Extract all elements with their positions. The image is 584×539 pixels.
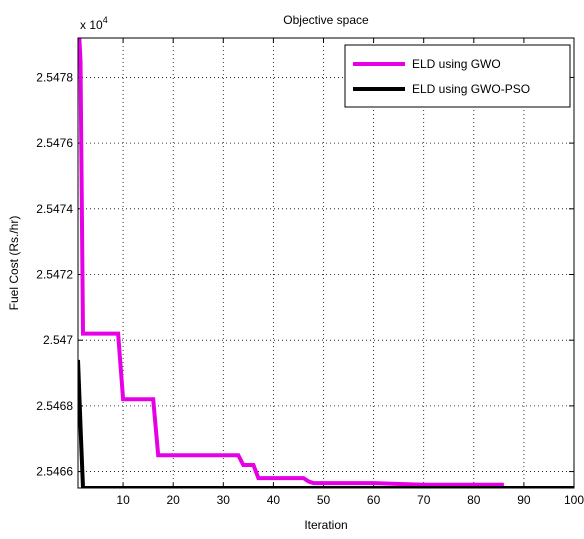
- series-lines: [78, 38, 574, 488]
- exponent-label: x 104: [80, 15, 108, 32]
- exponent-power: 4: [103, 15, 108, 25]
- x-tick-label: 10: [116, 493, 130, 507]
- chart-title: Objective space: [283, 13, 369, 27]
- y-tick-label: 2.5478: [36, 70, 73, 84]
- y-tick-label: 2.5472: [36, 267, 73, 281]
- plot-area: [77, 37, 575, 489]
- legend-box: [344, 44, 571, 108]
- series-line-gwo-pso: [78, 359, 574, 488]
- x-axis-label: Iteration: [304, 518, 347, 532]
- x-tick-label: 80: [467, 493, 481, 507]
- series-line-gwo: [78, 38, 504, 487]
- x-tick-label: 90: [517, 493, 531, 507]
- x-tick-label: 100: [564, 493, 584, 507]
- legend: ELD using GWO ELD using GWO-PSO: [344, 44, 571, 108]
- y-tick-label: 2.5476: [36, 136, 73, 150]
- x-tick-label: 70: [417, 493, 431, 507]
- y-tick-label: 2.5466: [36, 465, 73, 479]
- x-tick-label: 30: [217, 493, 231, 507]
- x-tick-label: 60: [367, 493, 381, 507]
- legend-label-gwo-pso: ELD using GWO-PSO: [412, 82, 530, 96]
- y-axis-label: Fuel Cost (Rs./hr): [7, 216, 21, 311]
- y-tick-label: 2.5474: [36, 202, 73, 216]
- x-tick-label: 50: [317, 493, 331, 507]
- legend-label-gwo: ELD using GWO: [412, 57, 501, 71]
- x-axis-ticks: 10 20 30 40 50 60 70 80 90 100: [116, 38, 584, 507]
- x-tick-label: 20: [167, 493, 181, 507]
- plot-frame: [77, 37, 575, 489]
- x-tick-label: 40: [267, 493, 281, 507]
- y-tick-label: 2.5468: [36, 399, 73, 413]
- y-tick-label: 2.547: [43, 333, 73, 347]
